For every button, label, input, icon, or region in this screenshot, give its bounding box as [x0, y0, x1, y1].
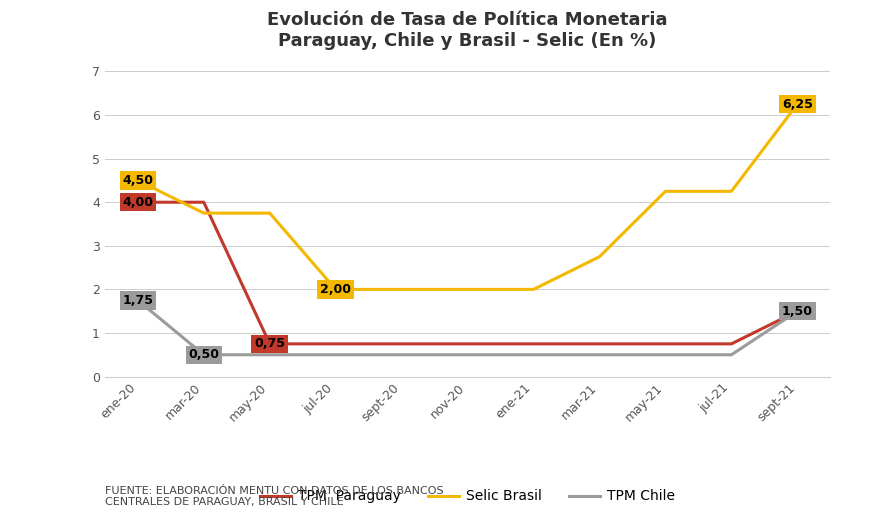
Text: 4,00: 4,00: [122, 196, 153, 209]
Text: 1,75: 1,75: [122, 294, 153, 307]
Text: 4,50: 4,50: [122, 174, 153, 187]
Title: Evolución de Tasa de Política Monetaria
Paraguay, Chile y Brasil - Selic (En %): Evolución de Tasa de Política Monetaria …: [267, 12, 668, 50]
Legend: TPM  Paraguay, Selic Brasil, TPM Chile: TPM Paraguay, Selic Brasil, TPM Chile: [254, 484, 681, 509]
Text: 0,75: 0,75: [254, 337, 285, 350]
Text: 6,25: 6,25: [782, 98, 813, 111]
Text: 0,50: 0,50: [188, 348, 219, 361]
Text: 1,50: 1,50: [782, 305, 813, 317]
Text: 2,00: 2,00: [320, 283, 351, 296]
Text: 1,50: 1,50: [782, 305, 813, 317]
Text: FUENTE: ELABORACIÓN MENTU CON DATOS DE LOS BANCOS
CENTRALES DE PARAGUAY, BRASIL : FUENTE: ELABORACIÓN MENTU CON DATOS DE L…: [105, 486, 443, 507]
